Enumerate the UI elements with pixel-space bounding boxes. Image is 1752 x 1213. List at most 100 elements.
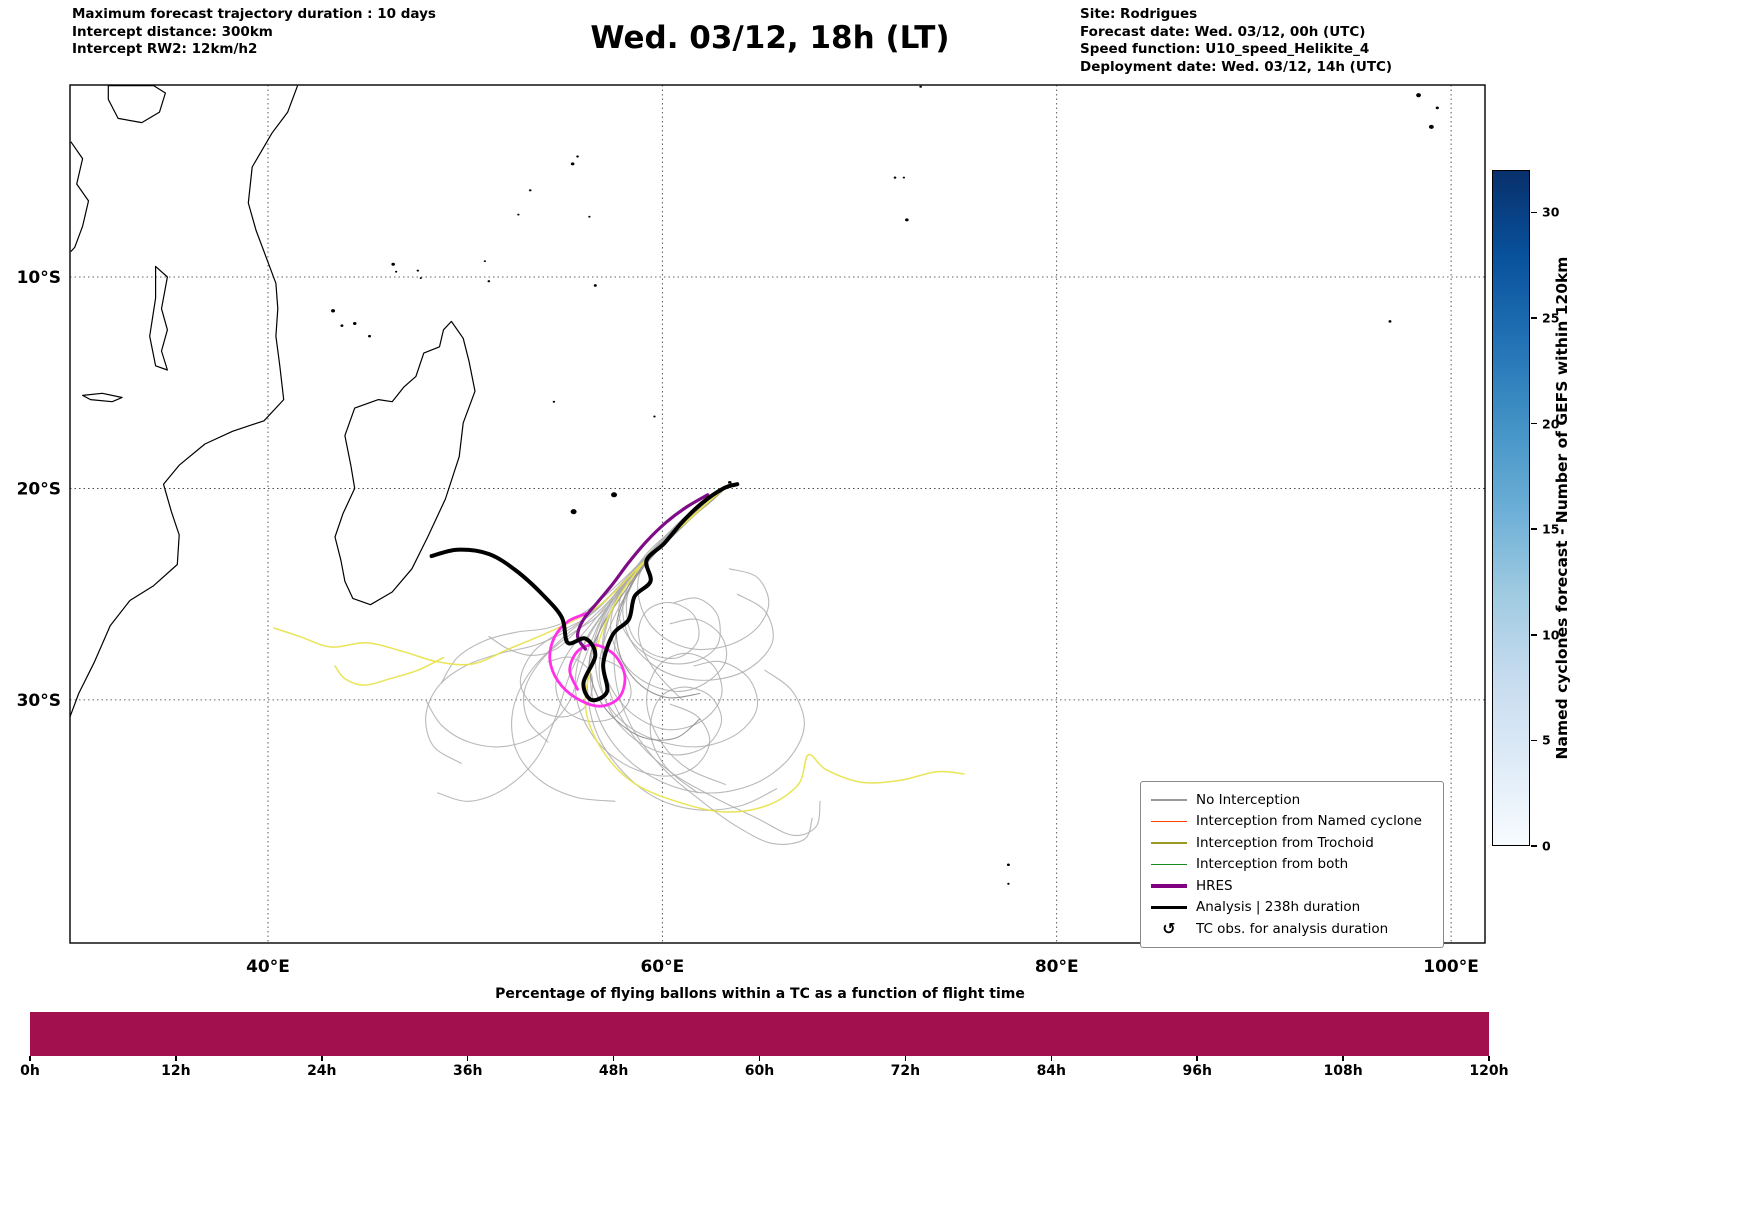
island-praslin <box>576 155 579 158</box>
trajectory-gefs-member-trochoid-3 <box>334 656 445 686</box>
lon-tick-label: 100°E <box>1423 957 1479 977</box>
island-tromelin <box>552 400 556 403</box>
colorbar-tick <box>1531 739 1537 742</box>
colorbar-wrap: 0 5 10 15 20 25 30 <box>1492 170 1582 854</box>
legend-line <box>1151 905 1187 909</box>
legend-label: Analysis | 238h duration <box>1196 899 1361 916</box>
bottom-axis-tick <box>1488 1056 1490 1061</box>
legend-label: Interception from Named cyclone <box>1196 813 1422 830</box>
legend-line <box>1151 863 1187 865</box>
colorbar-tick-label: 25 <box>1542 310 1560 326</box>
lat-tick-label: 20°S <box>17 479 61 499</box>
trajectory-magenta-track <box>548 611 627 708</box>
island-st-paul-island <box>1007 882 1010 885</box>
colorbar-tick-label: 30 <box>1542 204 1560 220</box>
legend-line <box>1151 820 1187 822</box>
colorbar-tick <box>1531 422 1537 425</box>
island-astove <box>419 277 422 279</box>
legend-item-1: Interception from Named cyclone <box>1151 811 1433 833</box>
bottom-axis-tick-label: 24h <box>307 1063 337 1079</box>
island-diego-garcia <box>905 218 909 222</box>
lon-tick-label: 40°E <box>246 957 290 977</box>
bottom-axis-tick-label: 72h <box>890 1063 921 1079</box>
island-rodrigues <box>727 480 732 485</box>
info-speed-function: Speed function: U10_speed_Helikite_4 <box>1080 41 1370 57</box>
island-alphonse <box>517 213 520 216</box>
island-nias <box>1416 93 1421 98</box>
bottom-axis-tick <box>612 1056 615 1061</box>
legend-item-2: Interception from Trochoid <box>1151 832 1433 854</box>
coastline-lake-tanganyika <box>70 141 90 253</box>
bottom-axis-tick-label: 0h <box>20 1063 40 1079</box>
figure-title: Wed. 03/12, 18h (LT) <box>590 20 950 56</box>
trajectory-gefs-member-05 <box>586 483 778 811</box>
trajectory-gefs-member-12 <box>601 483 730 785</box>
island-amirantes <box>528 189 532 192</box>
island-amsterdam-island <box>1006 863 1010 867</box>
trajectory-gefs-member-04 <box>610 483 730 692</box>
bottom-axis-tick <box>175 1056 177 1061</box>
bottom-axis-tick <box>904 1056 907 1061</box>
bottom-axis-tick-label: 36h <box>452 1063 483 1079</box>
island-chagos-peros-banhos <box>893 176 897 179</box>
colorbar-tick-label: 10 <box>1542 627 1560 643</box>
colorbar-tick-label: 0 <box>1542 838 1551 854</box>
bottom-axis-tick-label: 60h <box>744 1063 775 1079</box>
bottom-axis-tick <box>758 1056 761 1061</box>
lon-tick-label: 60°E <box>640 957 684 977</box>
island-farquhar <box>487 280 491 283</box>
island-cosmoledo <box>416 269 420 272</box>
rotate-ccw-icon: ↺ <box>1162 918 1176 938</box>
colorbar-label: Named cyclones forecast - Number of GEFS… <box>1553 256 1571 760</box>
island-coetivy <box>588 215 591 218</box>
trajectory-gefs-member-trochoid-1 <box>273 483 731 666</box>
bottom-axis-tick <box>1050 1056 1053 1061</box>
island-chagos-salomon <box>902 176 905 179</box>
param-intercept-distance: Intercept distance: 300km <box>72 23 273 40</box>
map-frame <box>69 84 1486 944</box>
map-legend: No Interception Interception from Named c… <box>1140 781 1444 948</box>
legend-line-sample <box>1151 905 1187 909</box>
island-assomption <box>395 270 398 273</box>
tc-obs-icon: ↺ <box>1151 918 1187 938</box>
lat-tick-label: 30°S <box>17 691 61 711</box>
param-intercept-rw2: Intercept RW2: 12km/h2 <box>72 41 258 57</box>
island-batu <box>1435 106 1439 110</box>
coastline-lake-victoria <box>107 85 166 124</box>
bottom-axis-tick <box>321 1056 323 1061</box>
bottom-axis-ticks: 0h 12h 24h 36h 48h 60h 72h 84h 96h 108h 120h <box>0 1056 1752 1086</box>
forecast-params: Maximum forecast trajectory duration : 1… <box>72 6 436 59</box>
colorbar-tick <box>1531 845 1537 847</box>
bottom-axis-tick-label: 108h <box>1323 1063 1363 1079</box>
legend-label: HRES <box>1196 877 1233 894</box>
colorbar-gradient <box>1492 170 1530 846</box>
legend-label: Interception from Trochoid <box>1196 834 1374 851</box>
legend-item-0: No Interception <box>1151 789 1433 811</box>
island-mayotte <box>368 334 372 338</box>
trajectory-gefs-member-17 <box>602 483 821 837</box>
colorbar-tick-label: 5 <box>1542 732 1551 748</box>
bottom-chart-title: Percentage of flying ballons within a TC… <box>495 986 1025 1002</box>
island-siberut <box>1428 124 1434 129</box>
island-agalega <box>593 284 597 287</box>
legend-line <box>1151 884 1187 888</box>
island-anjouan <box>352 321 357 326</box>
lat-tick-label: 10°S <box>17 268 61 288</box>
island-reunion <box>570 509 577 515</box>
bottom-axis-tick <box>1196 1056 1198 1061</box>
legend-line <box>1151 799 1187 801</box>
legend-line <box>1151 842 1187 844</box>
island-providence <box>483 260 486 263</box>
trajectory-gefs-member-10 <box>622 483 774 681</box>
legend-line-sample <box>1151 820 1187 822</box>
legend-label: TC obs. for analysis duration <box>1196 920 1389 937</box>
site-info: Site: Rodrigues Forecast date: Wed. 03/1… <box>1080 6 1392 76</box>
balloon-percentage-bar <box>30 1012 1489 1056</box>
trajectory-hres-track <box>575 493 710 651</box>
coastline-lake-cahora-bassa <box>82 392 123 403</box>
bottom-axis-tick <box>29 1056 31 1061</box>
bottom-axis-tick-label: 48h <box>598 1063 629 1079</box>
lon-tick-label: 80°E <box>1035 957 1079 977</box>
